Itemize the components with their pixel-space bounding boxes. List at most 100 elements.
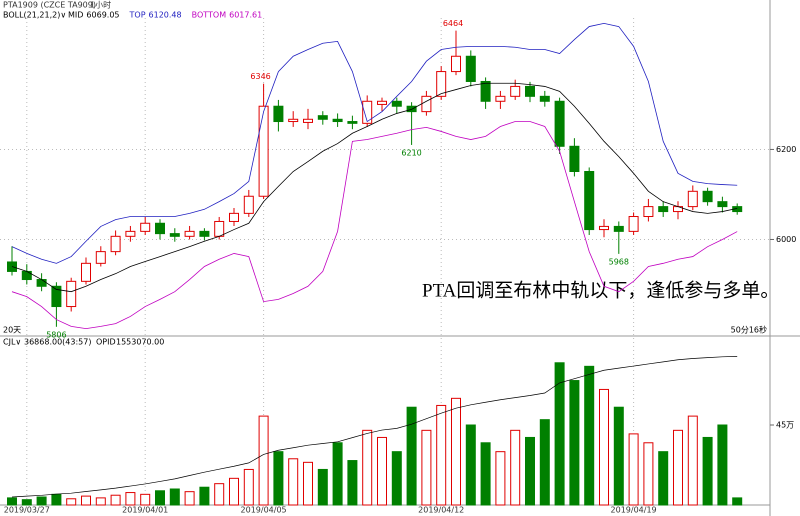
candle-body <box>569 145 580 172</box>
candle-body <box>599 225 609 231</box>
candle-body <box>169 233 180 237</box>
period: 1小时 <box>90 0 111 10</box>
volume-bar <box>377 436 387 506</box>
volume-bar <box>273 451 284 506</box>
volume-bar <box>214 483 225 506</box>
candle-body <box>303 118 313 123</box>
candle-body <box>643 206 654 218</box>
volume-bar <box>584 365 595 506</box>
reading: 36868.00(43:57) <box>24 338 91 347</box>
candle-body <box>243 195 254 214</box>
volume-bar <box>539 419 550 506</box>
volume-bar <box>303 461 313 506</box>
candle-body <box>480 80 491 102</box>
candle-body <box>140 222 151 232</box>
volume-bar <box>732 497 743 506</box>
candle-body <box>347 121 358 124</box>
y-tick-label: 6200 <box>776 145 796 154</box>
volume-bar <box>406 406 417 506</box>
x-tick-label: 2019/04/01 <box>122 506 168 515</box>
volume-bar <box>258 415 269 506</box>
volume-bar <box>21 499 32 506</box>
high-label: 6346 <box>250 72 270 81</box>
candle-body <box>702 190 713 203</box>
volume-bar <box>643 442 654 506</box>
volume-bar <box>599 388 609 506</box>
volume-bar <box>95 497 106 506</box>
low-label: 5806 <box>46 330 66 339</box>
volume-bar <box>155 490 165 506</box>
volume-bar <box>110 494 121 506</box>
footer-left: 20天 <box>3 326 21 335</box>
oi-reading: 1553070.00 <box>116 338 164 347</box>
y-tick-label: 6000 <box>776 235 796 244</box>
volume-bar <box>436 404 447 506</box>
annotation: PTA回调至布林中轨以下，逢低参与多单。 <box>422 279 779 301</box>
x-tick-label: 2019/04/12 <box>418 506 464 515</box>
volume-bar <box>687 415 698 506</box>
candle-body <box>288 118 299 123</box>
volume-bar <box>51 493 62 506</box>
candle-body <box>317 115 328 120</box>
legend-value: 6017.61 <box>229 11 262 20</box>
volume-bar <box>140 493 151 506</box>
candle-body <box>391 100 402 107</box>
legend-value: 6069.05 <box>86 11 119 20</box>
oi-line <box>11 355 738 498</box>
candle-body <box>66 280 77 308</box>
x-tick-label: 2019/03/27 <box>4 506 50 515</box>
volume-bar <box>184 491 195 506</box>
band-line <box>11 82 738 293</box>
volume-bar <box>347 460 358 506</box>
indicator: CJL∨ <box>3 338 21 347</box>
volume-bar <box>613 406 624 506</box>
candle-body <box>51 285 62 308</box>
volume-bar <box>288 458 299 506</box>
candle-body <box>125 230 136 237</box>
candle-body <box>258 105 269 197</box>
volume-bar <box>332 442 343 506</box>
candle-body <box>362 100 373 124</box>
volume-bar <box>36 496 47 506</box>
volume-bar <box>391 451 402 506</box>
candle-body <box>184 230 195 237</box>
volume-bar <box>362 429 373 506</box>
candle-body <box>613 225 624 232</box>
candle-body <box>155 222 165 235</box>
legend-label: TOP <box>129 11 146 20</box>
volume-bar <box>317 468 328 506</box>
candle-body <box>451 55 461 73</box>
volume-bar <box>229 477 239 506</box>
candle-body <box>510 85 521 97</box>
candle-body <box>495 95 506 102</box>
chart-title: PTA1909 (CZCE TA909) <box>3 1 96 10</box>
candle-body <box>717 201 728 208</box>
candle-body <box>229 212 239 222</box>
candle-body <box>377 100 387 105</box>
candle-body <box>658 206 669 213</box>
candle-body <box>95 251 106 264</box>
legend-label: BOTTOM <box>192 11 227 20</box>
candle-body <box>36 279 47 287</box>
candle-body <box>584 170 595 231</box>
volume-bar <box>125 492 136 506</box>
legend-label: MID <box>68 11 83 20</box>
candle-body <box>273 105 284 123</box>
candle-body <box>421 95 432 113</box>
candle-body <box>21 270 32 281</box>
candle-body <box>539 95 550 102</box>
volume-bar <box>451 397 461 506</box>
candle-body <box>628 216 639 232</box>
volume-bar <box>717 424 728 506</box>
candle-body <box>214 220 225 237</box>
candle-body <box>332 118 343 123</box>
low-label: 5968 <box>609 257 629 266</box>
volume-bar <box>66 498 77 506</box>
volume-bar <box>199 486 210 506</box>
candle-body <box>436 71 447 97</box>
volume-bar <box>421 429 432 506</box>
candle-body <box>465 55 476 82</box>
y-tick-label: 45万 <box>776 421 794 430</box>
